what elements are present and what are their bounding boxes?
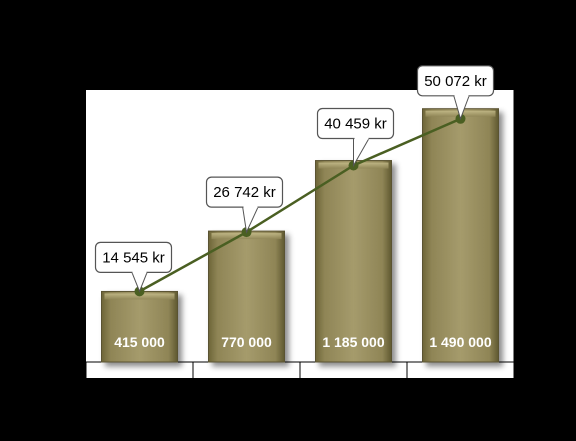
bar-value-labels: 415 000 770 000 1 185 000 1 490 000 (114, 334, 492, 350)
bar (422, 108, 499, 363)
callout-label: 26 742 kr (213, 184, 276, 201)
bar (101, 290, 178, 363)
value-callout: 26 742 kr (205, 176, 284, 234)
bar-body (101, 290, 178, 363)
bar-body (208, 230, 285, 363)
bar-body (422, 108, 499, 363)
left-axis-ticks (81, 89, 86, 363)
bar-value-label: 770 000 (221, 334, 272, 350)
callout-label: 40 459 kr (324, 115, 387, 132)
callout-joint (243, 205, 258, 209)
right-axis-ticks (514, 94, 519, 363)
callout-joint (132, 270, 147, 274)
bar-highlight (104, 293, 175, 300)
callouts: 14 545 kr 26 742 kr 40 459 kr 50 072 kr (94, 65, 495, 293)
bottom-mask (0, 379, 576, 441)
callout-joint (454, 93, 469, 97)
bar-value-label: 1 185 000 (322, 334, 384, 350)
bar-body (315, 160, 392, 363)
value-callout: 50 072 kr (416, 65, 495, 121)
callout-label: 14 545 kr (102, 249, 165, 266)
value-callout: 40 459 kr (316, 107, 395, 168)
callout-joint (354, 136, 369, 140)
bar-value-label: 1 490 000 (429, 334, 491, 350)
bar (315, 160, 392, 363)
bar-value-label: 415 000 (114, 334, 165, 350)
trend-line (138, 117, 461, 293)
value-callout: 14 545 kr (94, 241, 173, 293)
callout-label: 50 072 kr (424, 73, 487, 90)
category-ticks (85, 362, 515, 378)
